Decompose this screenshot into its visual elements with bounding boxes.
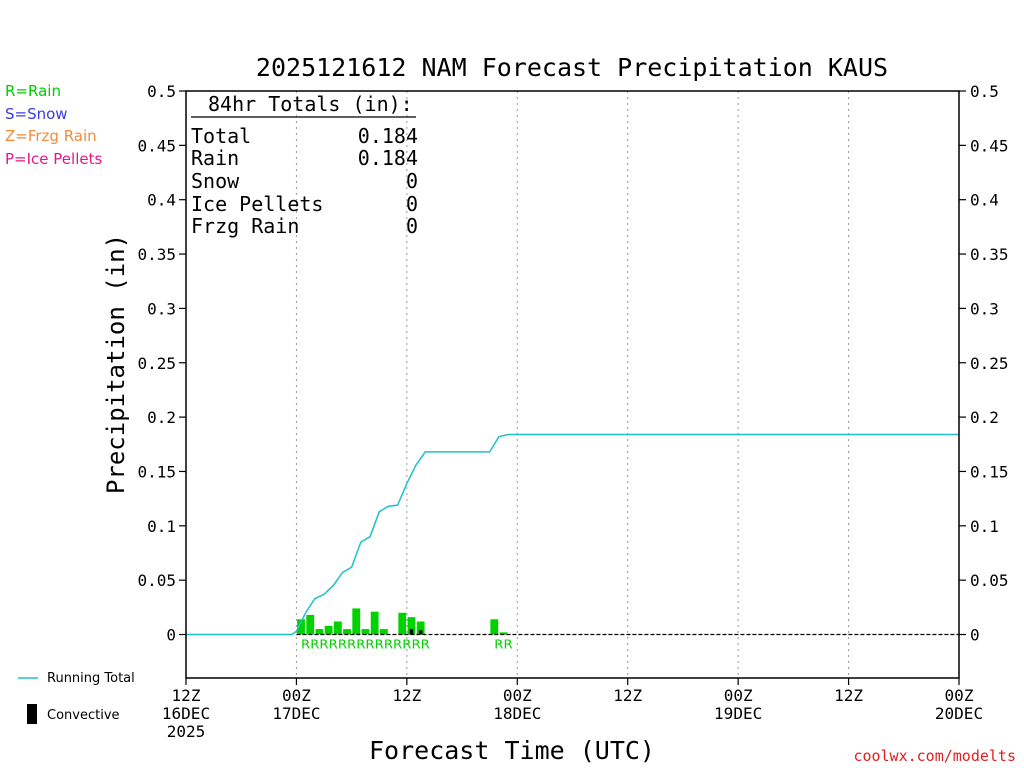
- totals-value-frzg-rain: 0: [406, 214, 418, 238]
- bottom-legend: Running Total Convective: [18, 671, 135, 724]
- totals-box: 84hr Totals (in): Total 0.184 Rain 0.184…: [191, 92, 418, 238]
- legend-frzg-rain: Z=Frzg Rain: [5, 127, 97, 145]
- precip-bar-h25: [407, 617, 416, 635]
- y-axis-left: 0 0.05 0.1 0.15 0.2 0.25 0.3 0.35 0.4 0.45 0.5: [137, 82, 186, 645]
- xtick-label-84-1: 00Z: [945, 686, 974, 705]
- ytick-label-right-0.05: 0.05: [970, 571, 1009, 590]
- ytick-label-left-0: 0: [166, 626, 176, 645]
- ytick-label-left-0.5: 0.5: [147, 82, 176, 101]
- xtick-label-48-1: 12Z: [613, 686, 642, 705]
- ytick-label-left-0.1: 0.1: [147, 517, 176, 536]
- running-total-legend-label: Running Total: [47, 671, 135, 686]
- convective-swatch: [27, 704, 37, 724]
- ytick-label-left-0.3: 0.3: [147, 299, 176, 318]
- precip-bar-h26: [416, 621, 425, 635]
- ytick-label-right-0: 0: [970, 626, 980, 645]
- convective-bar-h26: [418, 630, 423, 635]
- ytick-label-right-0.25: 0.25: [970, 354, 1009, 373]
- precip-bar-h14: [306, 614, 315, 635]
- totals-value-rain: 0.184: [358, 146, 418, 170]
- ytick-label-left-0.2: 0.2: [147, 408, 176, 427]
- totals-label-frzg-rain: Frzg Rain: [191, 214, 299, 238]
- ytick-label-left-0.35: 0.35: [137, 245, 176, 264]
- running-total-line: [186, 433, 959, 636]
- credit-text: coolwx.com/modelts: [853, 747, 1016, 765]
- totals-label-rain: Rain: [191, 146, 239, 170]
- xtick-label-24-1: 12Z: [392, 686, 421, 705]
- convective-legend-label: Convective: [47, 708, 120, 723]
- precip-bar-h19: [352, 608, 361, 635]
- xtick-label-36-1: 00Z: [503, 686, 532, 705]
- ytick-label-left-0.15: 0.15: [137, 462, 176, 481]
- precip-bar-h20: [361, 629, 370, 635]
- totals-value-ice-pellets: 0: [406, 192, 418, 216]
- precip-bar-h17: [333, 621, 342, 635]
- ptype-label-0: RRRRRRRRRRRRRR: [301, 638, 430, 652]
- legend-ice-pellets: P=Ice Pellets: [5, 150, 102, 168]
- xtick-label-36-2: 18DEC: [493, 704, 541, 723]
- xtick-label-12-2: 17DEC: [272, 704, 320, 723]
- convective-bars: [409, 629, 423, 635]
- precip-bar-h34: [490, 619, 499, 635]
- xtick-label-84-2: 20DEC: [935, 704, 983, 723]
- ytick-label-right-0.35: 0.35: [970, 245, 1009, 264]
- precip-bar-h16: [324, 625, 333, 635]
- precip-bar-h15: [315, 629, 324, 635]
- totals-heading: 84hr Totals (in):: [208, 92, 413, 116]
- totals-label-snow: Snow: [191, 169, 240, 193]
- precip-bar-h13: [297, 619, 305, 635]
- ytick-label-left-0.05: 0.05: [137, 571, 176, 590]
- ytick-label-right-0.4: 0.4: [970, 191, 999, 210]
- ytick-label-right-0.15: 0.15: [970, 462, 1009, 481]
- ytick-label-right-0.3: 0.3: [970, 299, 999, 318]
- legend-snow: S=Snow: [5, 105, 68, 123]
- ptype-labels: RRRRRRRRRRRRRR RR: [301, 638, 513, 652]
- precip-bar-h35: [499, 632, 508, 635]
- precip-bar-h18: [343, 629, 351, 635]
- xtick-label-0-2: 16DEC: [162, 704, 210, 723]
- totals-label-ice-pellets: Ice Pellets: [191, 192, 323, 216]
- ytick-label-right-0.5: 0.5: [970, 82, 999, 101]
- ytick-label-right-0.45: 0.45: [970, 136, 1009, 155]
- ytick-label-left-0.4: 0.4: [147, 191, 176, 210]
- xtick-label-0-3: 2025: [167, 722, 206, 741]
- xtick-label-60-1: 00Z: [724, 686, 753, 705]
- ptype-legend: R=Rain S=Snow Z=Frzg Rain P=Ice Pellets: [5, 82, 102, 168]
- ptype-label-1: RR: [494, 638, 512, 652]
- xtick-label-72-1: 12Z: [834, 686, 863, 705]
- totals-value-total: 0.184: [358, 124, 418, 148]
- totals-label-total: Total: [191, 124, 251, 148]
- plot-frame: [185, 90, 960, 679]
- precip-bar-h24: [398, 612, 407, 635]
- precip-bars: [297, 608, 508, 635]
- precip-bar-h22: [379, 629, 388, 635]
- x-axis-label: Forecast Time (UTC): [369, 736, 655, 765]
- legend-rain: R=Rain: [5, 82, 61, 100]
- chart-title: 2025121612 NAM Forecast Precipitation KA…: [256, 53, 888, 82]
- gridlines: [295, 91, 850, 678]
- convective-bar-h25: [409, 629, 414, 635]
- y-axis-right: 0 0.05 0.1 0.15 0.2 0.25 0.3 0.35 0.4 0.45 0.5: [959, 82, 1009, 645]
- xtick-label-0-1: 12Z: [172, 686, 201, 705]
- ytick-label-right-0.1: 0.1: [970, 517, 999, 536]
- xtick-label-12-1: 00Z: [282, 686, 311, 705]
- y-axis-label: Precipitation (in): [102, 234, 130, 494]
- totals-value-snow: 0: [406, 169, 418, 193]
- ytick-label-left-0.25: 0.25: [137, 354, 176, 373]
- ytick-label-right-0.2: 0.2: [970, 408, 999, 427]
- ytick-label-left-0.45: 0.45: [137, 136, 176, 155]
- xtick-label-60-2: 19DEC: [714, 704, 762, 723]
- precip-bar-h21: [370, 611, 379, 635]
